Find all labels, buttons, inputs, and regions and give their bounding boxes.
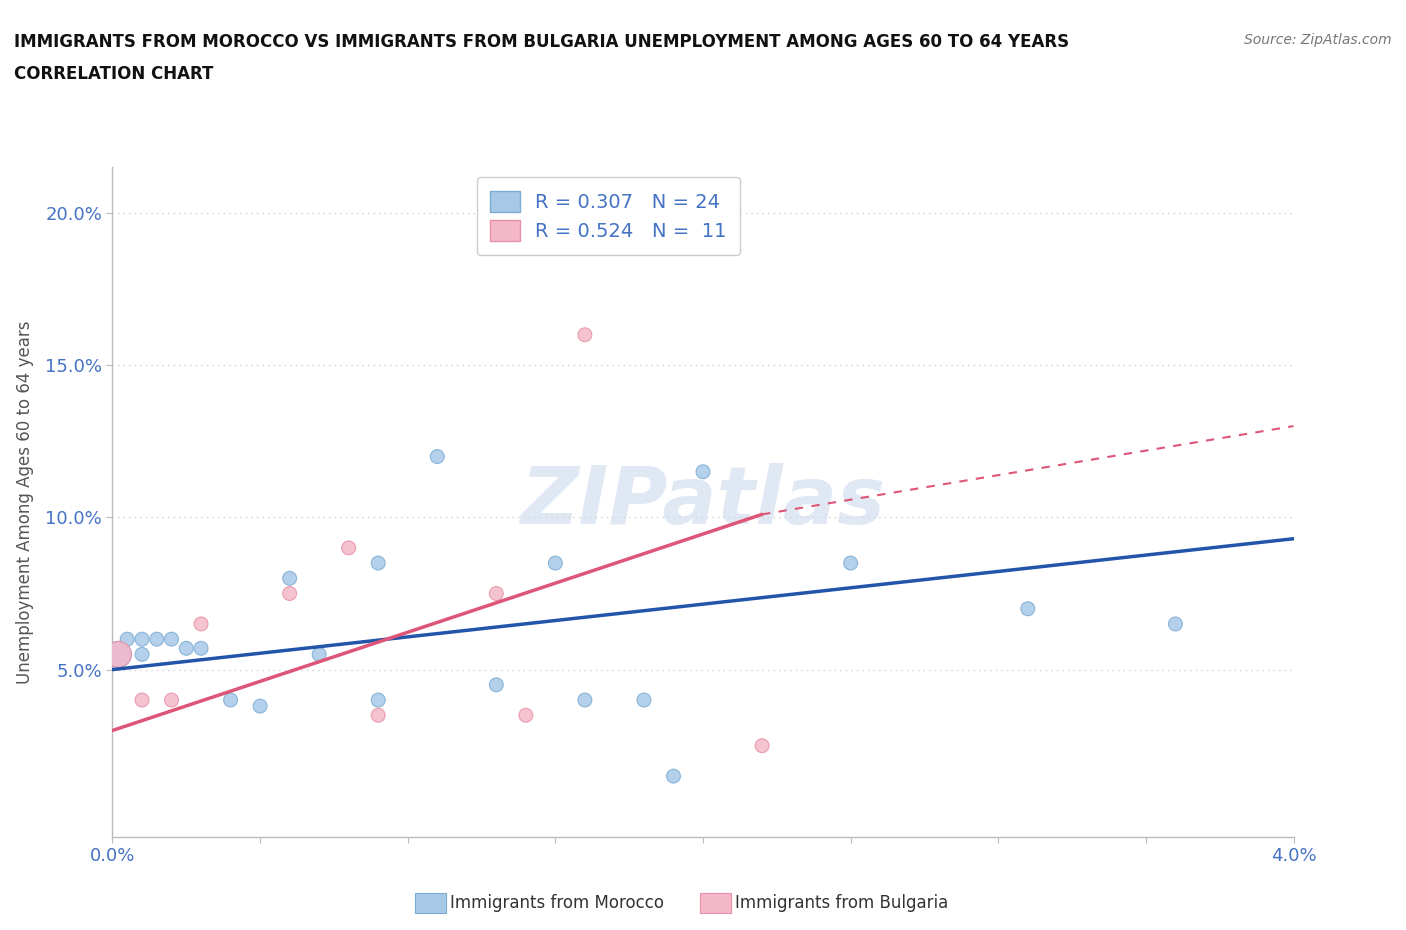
Point (574, 327, 596, 342)
Point (160, 631, 183, 646)
Text: ZIPatlas: ZIPatlas (520, 463, 886, 541)
Text: CORRELATION CHART: CORRELATION CHART (14, 65, 214, 83)
Point (278, 571, 301, 586)
Point (633, 693, 655, 708)
Point (160, 693, 183, 708)
Point (131, 693, 153, 708)
Text: Immigrants from Morocco: Immigrants from Morocco (450, 894, 664, 912)
Text: Immigrants from Bulgaria: Immigrants from Bulgaria (735, 894, 949, 912)
Point (574, 693, 596, 708)
Point (544, 555, 567, 570)
Point (249, 698, 271, 713)
Point (692, 464, 714, 479)
Point (337, 540, 360, 555)
Point (515, 708, 537, 723)
Point (839, 555, 862, 570)
Point (367, 555, 389, 570)
Point (107, 647, 129, 662)
Text: Source: ZipAtlas.com: Source: ZipAtlas.com (1244, 33, 1392, 46)
Point (131, 647, 153, 662)
Point (107, 647, 129, 662)
Point (367, 693, 389, 708)
Point (1017, 602, 1039, 617)
Legend: R = 0.307   N = 24, R = 0.524   N =  11: R = 0.307 N = 24, R = 0.524 N = 11 (477, 177, 740, 255)
Point (117, 631, 138, 646)
Point (278, 586, 301, 601)
Y-axis label: Unemployment Among Ages 60 to 64 years: Unemployment Among Ages 60 to 64 years (15, 321, 34, 684)
Point (190, 617, 212, 631)
Point (485, 677, 508, 692)
Point (131, 631, 153, 646)
Point (367, 708, 389, 723)
Point (662, 769, 685, 784)
Point (219, 693, 242, 708)
Point (485, 586, 508, 601)
Point (146, 631, 169, 646)
Text: IMMIGRANTS FROM MOROCCO VS IMMIGRANTS FROM BULGARIA UNEMPLOYMENT AMONG AGES 60 T: IMMIGRANTS FROM MOROCCO VS IMMIGRANTS FR… (14, 33, 1069, 50)
Point (174, 641, 197, 656)
Point (1164, 617, 1187, 631)
Point (308, 647, 330, 662)
Point (426, 449, 449, 464)
Point (190, 641, 212, 656)
Point (751, 738, 773, 753)
